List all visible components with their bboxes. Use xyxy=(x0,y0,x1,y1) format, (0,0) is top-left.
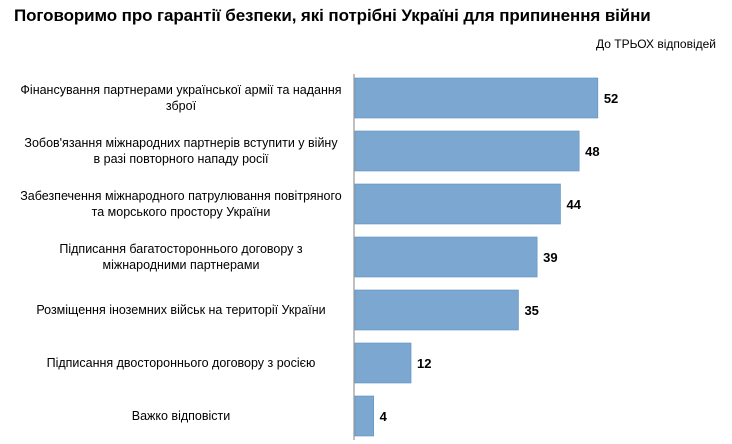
bar-5 xyxy=(354,342,412,384)
data-label-5: 12 xyxy=(417,356,431,371)
category-label-1: Зобов'язання міжнародних партнерів вступ… xyxy=(24,136,338,166)
data-label-0: 52 xyxy=(604,91,618,106)
category-label-2: Забезпечення міжнародного патрулювання п… xyxy=(20,189,342,219)
bar-1 xyxy=(354,130,580,172)
data-label-2: 44 xyxy=(566,197,581,212)
data-label-1: 48 xyxy=(585,144,599,159)
data-label-4: 35 xyxy=(524,303,538,318)
data-label-3: 39 xyxy=(543,250,557,265)
bar-0 xyxy=(354,77,599,119)
chart-title: Поговоримо про гарантії безпеки, які пот… xyxy=(14,6,651,25)
bar-6 xyxy=(354,395,374,437)
category-label-6: Важко відповісти xyxy=(131,409,231,423)
chart-subtitle: До ТРЬОХ відповідей xyxy=(596,37,716,51)
bar-3 xyxy=(354,236,538,278)
bar-4 xyxy=(354,289,519,331)
data-label-6: 4 xyxy=(380,409,388,424)
bar-2 xyxy=(354,183,561,225)
category-label-3: Підписання багатостороннього договору з … xyxy=(59,242,303,272)
category-label-4: Розміщення іноземних військ на території… xyxy=(36,303,326,317)
category-label-5: Підписання двостороннього договору з рос… xyxy=(46,356,316,370)
category-label-0: Фінансування партнерами української армі… xyxy=(20,83,342,113)
